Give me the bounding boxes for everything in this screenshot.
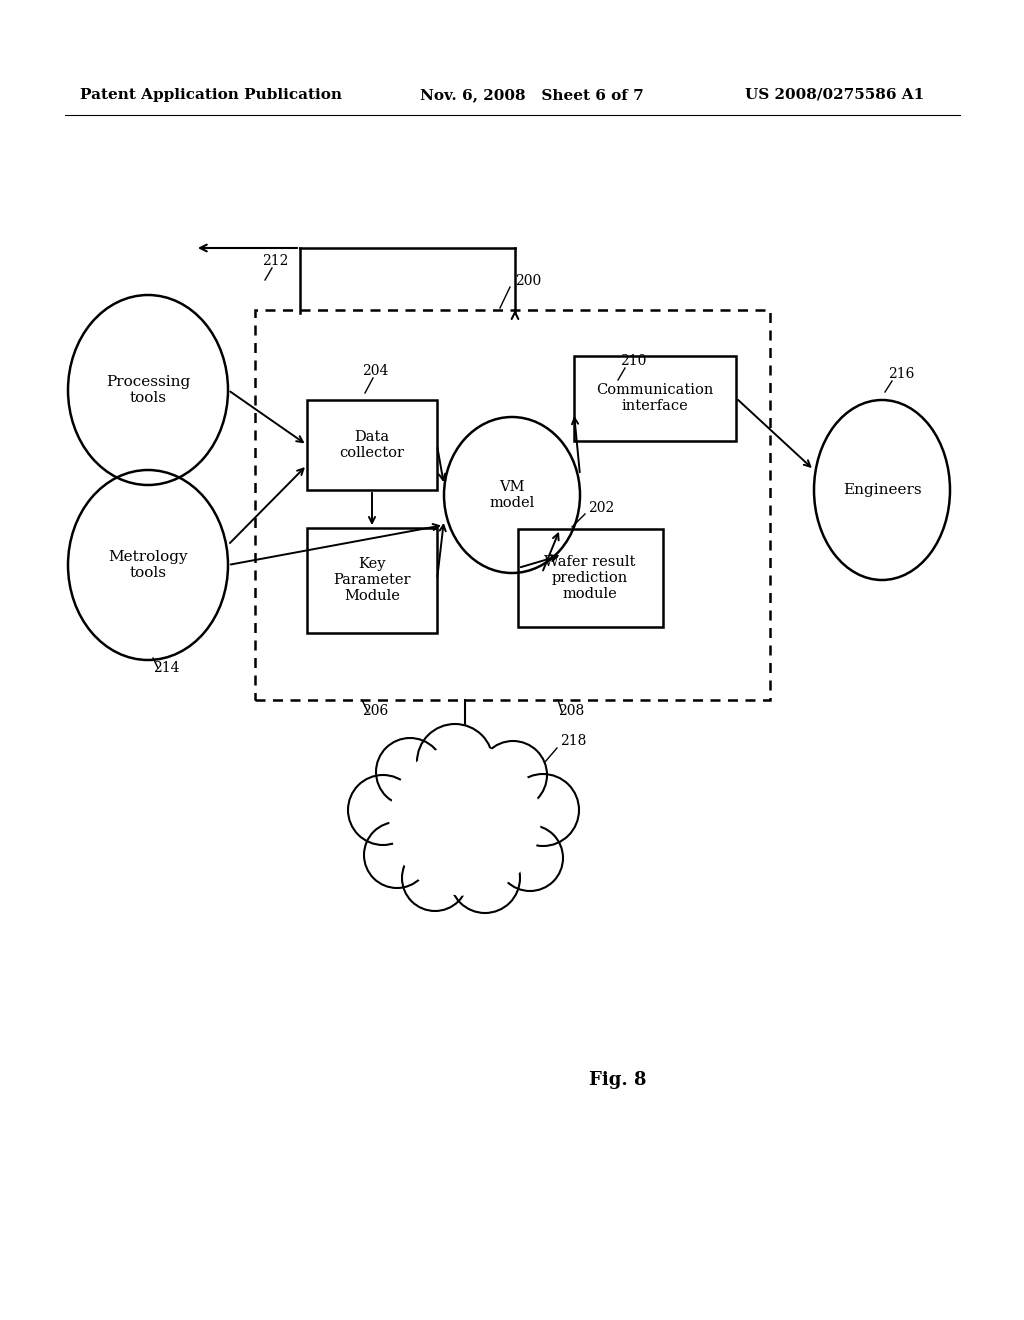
Text: 218: 218 bbox=[560, 734, 587, 748]
Bar bbox=[574, 355, 736, 441]
Text: Wafer result
prediction
module: Wafer result prediction module bbox=[545, 554, 636, 601]
Text: Fig. 8: Fig. 8 bbox=[589, 1071, 647, 1089]
Text: 216: 216 bbox=[888, 367, 914, 381]
Text: VM
model: VM model bbox=[489, 480, 535, 510]
Circle shape bbox=[479, 741, 547, 809]
Text: Metrology
tools: Metrology tools bbox=[109, 550, 187, 579]
Text: US 2008/0275586 A1: US 2008/0275586 A1 bbox=[745, 88, 925, 102]
Text: Nov. 6, 2008   Sheet 6 of 7: Nov. 6, 2008 Sheet 6 of 7 bbox=[420, 88, 644, 102]
Text: 200: 200 bbox=[515, 275, 542, 288]
Circle shape bbox=[390, 744, 540, 895]
Circle shape bbox=[402, 845, 468, 911]
Text: 202: 202 bbox=[588, 502, 614, 515]
Circle shape bbox=[450, 843, 520, 913]
Text: 206: 206 bbox=[362, 704, 388, 718]
Circle shape bbox=[410, 766, 520, 875]
Text: Processing
tools: Processing tools bbox=[105, 375, 190, 405]
Text: Engineers: Engineers bbox=[843, 483, 922, 498]
Text: 210: 210 bbox=[620, 354, 646, 368]
Bar bbox=[307, 528, 437, 632]
Circle shape bbox=[497, 825, 563, 891]
Circle shape bbox=[417, 723, 493, 800]
Text: Data
collector: Data collector bbox=[340, 430, 404, 461]
Bar bbox=[517, 529, 663, 627]
Text: Patent Application Publication: Patent Application Publication bbox=[80, 88, 342, 102]
Text: 204: 204 bbox=[362, 364, 388, 378]
Circle shape bbox=[348, 775, 418, 845]
Text: Key
Parameter
Module: Key Parameter Module bbox=[333, 557, 411, 603]
Text: 214: 214 bbox=[153, 661, 179, 675]
Bar bbox=[307, 400, 437, 490]
Text: 212: 212 bbox=[262, 253, 289, 268]
Circle shape bbox=[364, 822, 430, 888]
Bar bbox=[255, 310, 770, 700]
Circle shape bbox=[376, 738, 444, 807]
Text: Communication
interface: Communication interface bbox=[596, 383, 714, 413]
Circle shape bbox=[507, 774, 579, 846]
Text: 208: 208 bbox=[558, 704, 585, 718]
